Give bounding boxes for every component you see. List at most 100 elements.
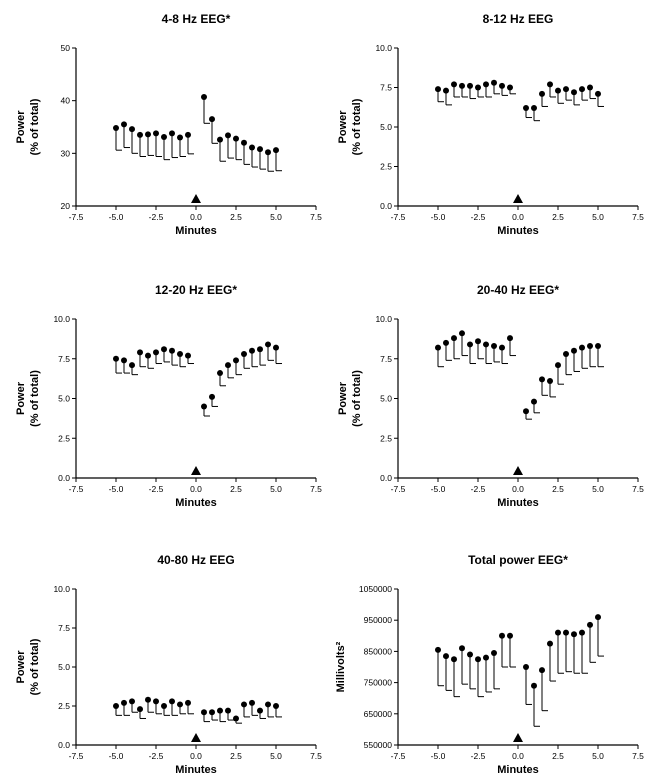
y-tick-label: 750000 xyxy=(364,678,393,688)
data-point xyxy=(233,715,239,722)
data-point xyxy=(435,646,441,653)
y-tick-label: 10.0 xyxy=(375,43,392,53)
data-point xyxy=(201,709,207,716)
x-tick-label: -5.0 xyxy=(109,212,124,222)
data-point xyxy=(217,370,223,377)
y-tick-label: 5.0 xyxy=(58,662,70,672)
x-tick-label: -7.5 xyxy=(391,751,406,761)
data-point xyxy=(249,144,255,151)
data-point xyxy=(451,656,457,663)
data-point xyxy=(241,139,247,146)
data-point xyxy=(491,649,497,656)
chart-title: 12-20 Hz EEG* xyxy=(155,283,237,297)
y-tick-label: 10.0 xyxy=(53,584,70,594)
y-axis-label: (% of total) xyxy=(351,98,363,155)
x-tick-label: 0.0 xyxy=(512,484,524,494)
x-tick-label: 7.5 xyxy=(310,484,322,494)
data-point xyxy=(241,701,247,708)
data-point xyxy=(539,90,545,97)
data-point xyxy=(233,135,239,142)
data-point xyxy=(121,699,127,706)
data-point xyxy=(113,703,119,709)
data-point xyxy=(129,126,135,133)
data-point xyxy=(571,347,577,354)
data-point xyxy=(241,350,247,357)
y-tick-label: 0.0 xyxy=(58,740,70,750)
data-point xyxy=(563,629,569,636)
data-point xyxy=(459,82,465,89)
data-point xyxy=(201,403,207,410)
data-point xyxy=(273,147,279,154)
data-point xyxy=(579,629,585,636)
x-tick-label: -2.5 xyxy=(471,751,486,761)
x-axis-label: Minutes xyxy=(175,764,217,776)
data-point xyxy=(531,398,537,405)
data-point xyxy=(113,355,119,362)
y-axis-label: Power xyxy=(15,110,27,144)
x-tick-label: -2.5 xyxy=(149,751,164,761)
data-point xyxy=(523,105,529,112)
data-point xyxy=(475,338,481,345)
data-point xyxy=(483,654,489,661)
x-tick-label: 7.5 xyxy=(632,751,644,761)
data-point xyxy=(177,134,183,141)
data-point xyxy=(209,709,215,716)
data-point xyxy=(443,653,449,660)
data-point xyxy=(265,701,271,708)
data-point xyxy=(539,376,545,383)
data-point xyxy=(491,79,497,86)
y-tick-label: 20 xyxy=(61,201,71,211)
data-point xyxy=(547,640,553,647)
data-point xyxy=(483,341,489,348)
x-tick-label: 2.5 xyxy=(552,751,564,761)
chart-title: 20-40 Hz EEG* xyxy=(477,283,559,297)
x-axis-label: Minutes xyxy=(497,225,539,237)
y-axis-label: (% of total) xyxy=(351,370,363,427)
data-point xyxy=(507,335,513,342)
data-point xyxy=(265,149,271,156)
x-tick-label: -2.5 xyxy=(149,212,164,222)
data-point xyxy=(467,341,473,348)
data-point xyxy=(137,706,143,713)
data-point xyxy=(571,89,577,96)
y-axis-label: Power xyxy=(337,110,349,144)
x-tick-label: 0.0 xyxy=(190,751,202,761)
data-point xyxy=(225,707,231,714)
data-point xyxy=(233,357,239,364)
data-point xyxy=(209,393,215,400)
y-tick-label: 30 xyxy=(61,148,71,158)
data-point xyxy=(555,362,561,369)
data-point xyxy=(555,629,561,636)
data-point xyxy=(185,699,191,706)
data-point xyxy=(507,632,513,639)
x-tick-label: 2.5 xyxy=(230,212,242,222)
x-tick-label: 7.5 xyxy=(310,212,322,222)
data-point xyxy=(587,621,593,628)
data-point xyxy=(273,703,279,709)
x-tick-label: -7.5 xyxy=(391,212,406,222)
data-point xyxy=(563,86,569,93)
x-tick-label: -5.0 xyxy=(431,484,446,494)
data-point xyxy=(467,82,473,89)
x-tick-label: 0.0 xyxy=(190,212,202,222)
x-tick-label: 0.0 xyxy=(190,484,202,494)
data-point xyxy=(257,707,263,714)
chart-panel-6: Total power EEG* 550000 650000 750000 850000… xyxy=(335,553,644,776)
x-tick-label: -7.5 xyxy=(69,751,84,761)
x-tick-label: 5.0 xyxy=(592,751,604,761)
data-point xyxy=(145,696,151,703)
injection-marker-icon xyxy=(191,733,201,742)
injection-marker-icon xyxy=(191,194,201,203)
data-point xyxy=(475,84,481,91)
data-point xyxy=(225,132,231,139)
y-tick-label: 7.5 xyxy=(58,623,70,633)
data-point xyxy=(499,344,505,351)
data-point xyxy=(443,339,449,346)
data-point xyxy=(217,707,223,714)
x-tick-label: 5.0 xyxy=(270,484,282,494)
data-point xyxy=(491,343,497,350)
y-tick-label: 10.0 xyxy=(375,314,392,324)
chart-panel-3: 12-20 Hz EEG* 0.0 2.5 5.0 7.5 10.0 -7.5 -5.0 -2.… xyxy=(15,283,322,509)
data-point xyxy=(161,346,167,353)
data-point xyxy=(467,651,473,658)
